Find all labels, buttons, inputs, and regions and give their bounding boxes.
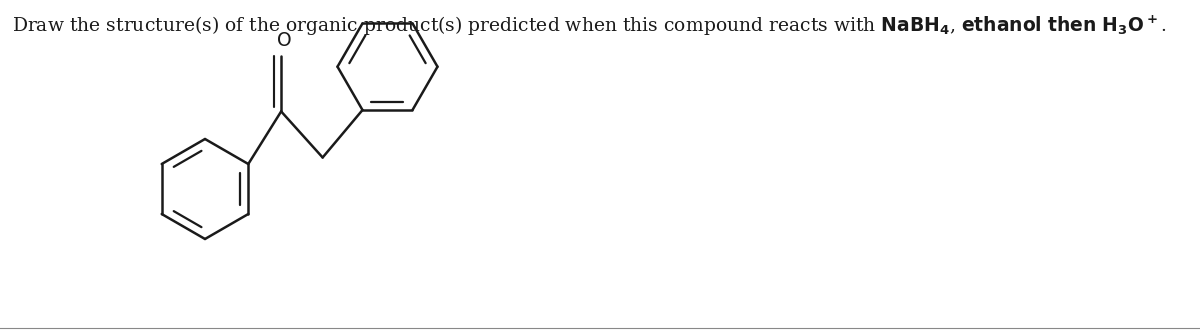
- Text: O: O: [277, 31, 292, 50]
- Text: Draw the structure(s) of the organic product(s) predicted when this compound rea: Draw the structure(s) of the organic pro…: [12, 14, 1166, 38]
